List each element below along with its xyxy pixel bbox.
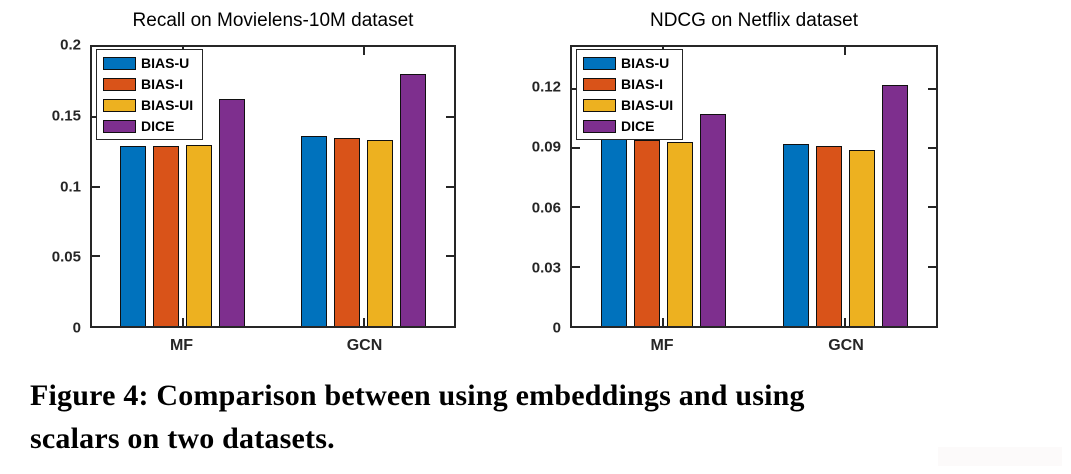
- y-tick: [92, 255, 100, 258]
- bar-gcn-bias-i: [815, 145, 842, 326]
- legend-swatch: [103, 98, 136, 112]
- y-tick: [572, 206, 580, 209]
- y-tick: [92, 185, 100, 188]
- y-axis-tick-label: 0.2: [60, 36, 81, 54]
- legend-item: DICE: [103, 119, 193, 133]
- legend-item-label: BIAS-I: [621, 76, 663, 92]
- y-tick: [928, 87, 936, 90]
- legend-item-label: BIAS-I: [141, 76, 183, 92]
- legend-swatch: [583, 77, 616, 91]
- bar-gcn-bias-u: [301, 136, 327, 326]
- x-axis-tick-label: MF: [169, 337, 194, 354]
- y-axis-tick-label: 0: [552, 319, 561, 337]
- y-axis-tick-label: 0: [72, 319, 81, 337]
- x-tick: [844, 47, 846, 55]
- x-axis-tick-label: MF: [650, 337, 674, 354]
- chart-ndcg-netflix: NDCG on Netflix dataset BIAS-U BIAS-I BIAS…: [532, 10, 938, 354]
- y-tick: [572, 146, 580, 149]
- y-tick: [572, 265, 580, 268]
- bar-gcn-bias-ui: [848, 149, 875, 326]
- legend-item: BIAS-I: [583, 77, 673, 91]
- y-tick: [928, 146, 936, 149]
- legend-item: BIAS-UI: [103, 98, 193, 112]
- y-tick: [928, 265, 936, 268]
- bar-mf-bias-ui: [666, 141, 693, 326]
- y-tick: [446, 255, 454, 258]
- x-tick: [662, 318, 664, 326]
- x-axis-tick-label: GCN: [346, 337, 383, 354]
- y-axis-tick-label: 0.1: [60, 178, 81, 195]
- bar-mf-bias-ui: [186, 144, 212, 326]
- bar-gcn-dice: [400, 73, 426, 326]
- legend-swatch: [103, 56, 136, 70]
- legend-swatch: [103, 119, 136, 133]
- caption-line-2: scalars on two datasets.: [30, 422, 335, 455]
- y-axis-tick-label: 0.03: [531, 259, 561, 277]
- bar-gcn-bias-i: [334, 137, 360, 326]
- legend-item: DICE: [583, 119, 673, 133]
- legend-item-label: BIAS-U: [141, 55, 190, 71]
- y-axis-tick-label: 0.15: [51, 107, 81, 125]
- y-tick: [446, 115, 454, 118]
- y-tick: [928, 206, 936, 209]
- legend-swatch: [103, 77, 136, 91]
- caption-line-1: Figure 4: Comparison between using embed…: [30, 379, 805, 412]
- bar-mf-bias-i: [153, 146, 179, 326]
- bar-mf-bias-u: [600, 138, 627, 326]
- bar-mf-dice: [699, 114, 726, 326]
- legend-item-label: BIAS-UI: [141, 97, 194, 113]
- y-axis-tick-label: 0.05: [51, 248, 81, 266]
- legend-item-label: DICE: [621, 118, 655, 134]
- bar-gcn-bias-ui: [367, 140, 393, 326]
- x-tick: [362, 318, 365, 326]
- plot-area: BIAS-U BIAS-I BIAS-UI DICE: [90, 45, 456, 328]
- legend: BIAS-U BIAS-I BIAS-UI DICE: [576, 49, 684, 140]
- bar-mf-bias-u: [120, 146, 146, 326]
- y-axis-tick-label: 0.12: [531, 78, 561, 96]
- legend-swatch: [583, 56, 616, 70]
- legend: BIAS-U BIAS-I BIAS-UI DICE: [96, 49, 204, 140]
- legend-item: BIAS-U: [103, 56, 193, 70]
- bar-mf-dice: [219, 98, 245, 326]
- x-tick: [181, 318, 184, 326]
- legend-swatch: [583, 119, 616, 133]
- bar-gcn-dice: [881, 84, 908, 326]
- x-axis-tick-label: GCN: [828, 337, 864, 354]
- legend-swatch: [583, 98, 616, 112]
- y-tick: [446, 185, 454, 188]
- legend-item-label: BIAS-U: [621, 55, 670, 71]
- legend-item: BIAS-U: [583, 56, 673, 70]
- chart-recall-movielens: Recall on Movielens-10M dataset BIAS-U BI…: [52, 10, 456, 354]
- highlight-artifact: [938, 447, 1062, 466]
- y-axis-tick-label: 0.06: [531, 199, 561, 217]
- chart-title: NDCG on Netflix dataset: [649, 10, 859, 31]
- x-tick: [362, 47, 365, 55]
- x-tick: [844, 318, 846, 326]
- plot-area: BIAS-U BIAS-I BIAS-UI DICE: [570, 45, 938, 328]
- figure-caption: Figure 4: Comparison between using embed…: [30, 374, 1040, 460]
- bar-gcn-bias-u: [782, 143, 809, 326]
- legend-item: BIAS-UI: [583, 98, 673, 112]
- y-axis-tick-label: 0.09: [531, 138, 561, 156]
- legend-item-label: BIAS-UI: [621, 97, 674, 113]
- legend-item-label: DICE: [141, 118, 175, 134]
- bar-mf-bias-i: [633, 140, 660, 326]
- chart-title: Recall on Movielens-10M dataset: [132, 10, 414, 31]
- legend-item: BIAS-I: [103, 77, 193, 91]
